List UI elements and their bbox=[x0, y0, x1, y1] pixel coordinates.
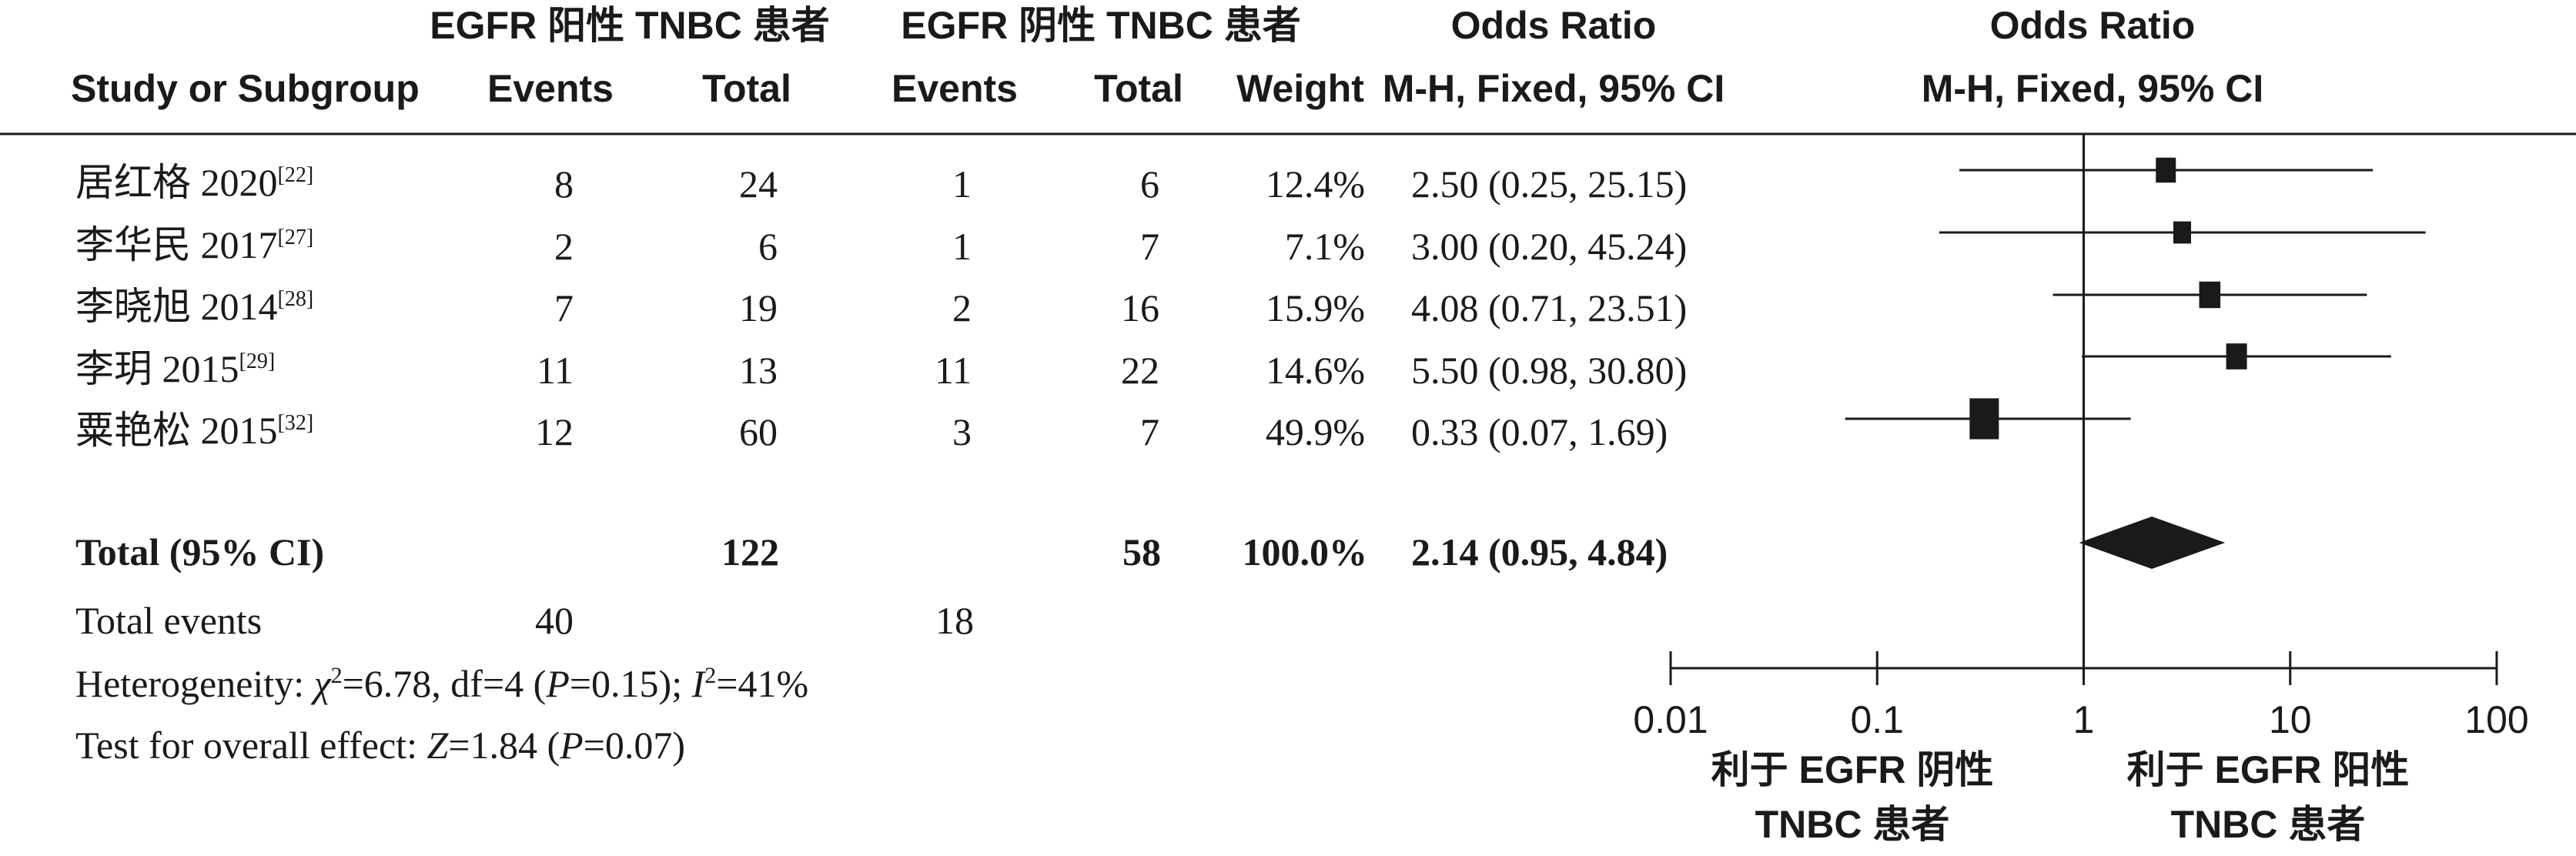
total2-cell: 16 bbox=[1121, 286, 1159, 329]
events1-cell: 7 bbox=[554, 286, 574, 329]
study-name: 居红格 2020[22] bbox=[75, 161, 313, 204]
overall-effect-test: Test for overall effect: Z=1.84 (P=0.07) bbox=[75, 724, 685, 767]
favours-left-line1: 利于 EGFR 阴性 bbox=[1711, 748, 1994, 791]
point-estimate-square bbox=[2156, 157, 2176, 183]
or-ci-cell: 4.08 (0.71, 23.51) bbox=[1411, 286, 1687, 329]
study-name: 粟艳松 2015[32] bbox=[75, 409, 313, 452]
point-estimate-square bbox=[2199, 281, 2221, 309]
total2-cell: 7 bbox=[1140, 410, 1159, 453]
study-row: 李华民 2017[27] 2 6 1 7 7.1% 3.00 (0.20, 45… bbox=[75, 223, 1687, 268]
events1-cell: 2 bbox=[554, 225, 574, 268]
favours-right-line2: TNBC 患者 bbox=[2171, 803, 2366, 846]
total-label: Total (95% CI) bbox=[75, 530, 324, 573]
events1-cell: 8 bbox=[554, 162, 574, 206]
or-column-title: Odds Ratio bbox=[1451, 4, 1657, 47]
study-name: 李华民 2017[27] bbox=[75, 223, 313, 266]
or-column-method: M-H, Fixed, 95% CI bbox=[1383, 67, 1725, 110]
study-row: 李玥 2015[29] 11 13 11 22 14.6% 5.50 (0.98… bbox=[75, 347, 1687, 392]
group1-header: EGFR 阳性 TNBC 患者 bbox=[430, 4, 829, 47]
point-estimate-square bbox=[2173, 221, 2192, 244]
events2-header: Events bbox=[892, 67, 1018, 110]
plot-area: 0.01 0.1 1 10 100 利于 EGFR 阴性 TNBC 患者 利于 EGFR 阳性… bbox=[1633, 134, 2529, 846]
total2-sum: 58 bbox=[1122, 530, 1161, 573]
x-tick-label: 100 bbox=[2464, 698, 2528, 741]
study-row: 居红格 2020[22] 8 24 1 6 12.4% 2.50 (0.25, … bbox=[75, 161, 1687, 206]
total2-cell: 7 bbox=[1140, 225, 1159, 268]
study-column-header: Study or Subgroup bbox=[71, 67, 420, 110]
total-row: Total (95% CI) 122 58 100.0% 2.14 (0.95,… bbox=[75, 530, 1668, 573]
total2-header: Total bbox=[1094, 67, 1183, 110]
weight-cell: 12.4% bbox=[1266, 162, 1365, 206]
total-weight: 100.0% bbox=[1243, 530, 1368, 573]
weight-cell: 7.1% bbox=[1285, 225, 1365, 268]
total-events-row: Total events 40 18 bbox=[75, 599, 974, 642]
events2-cell: 3 bbox=[952, 410, 972, 453]
plot-method: M-H, Fixed, 95% CI bbox=[1922, 67, 2264, 110]
or-ci-cell: 5.50 (0.98, 30.80) bbox=[1411, 349, 1687, 392]
x-tick-label: 10 bbox=[2269, 698, 2312, 741]
events1-cell: 11 bbox=[537, 349, 574, 392]
total1-header: Total bbox=[702, 67, 791, 110]
or-ci-cell: 0.33 (0.07, 1.69) bbox=[1411, 410, 1668, 453]
study-name: 李晓旭 2014[28] bbox=[75, 285, 313, 328]
weight-cell: 15.9% bbox=[1266, 286, 1365, 329]
or-ci-cell: 3.00 (0.20, 45.24) bbox=[1411, 225, 1687, 268]
favours-left-line2: TNBC 患者 bbox=[1755, 803, 1950, 846]
heterogeneity-stats: Heterogeneity: χ2=6.78, df=4 (P=0.15); I… bbox=[75, 662, 808, 705]
x-tick-label: 0.1 bbox=[1850, 698, 1904, 741]
plot-title: Odds Ratio bbox=[1990, 4, 2196, 47]
point-estimate-square bbox=[2226, 343, 2247, 369]
total2-cell: 6 bbox=[1140, 162, 1159, 206]
events1-cell: 12 bbox=[535, 410, 574, 453]
total1-cell: 24 bbox=[739, 162, 778, 206]
or-ci-cell: 2.50 (0.25, 25.15) bbox=[1411, 162, 1687, 206]
total1-cell: 60 bbox=[739, 410, 778, 453]
total-events2: 18 bbox=[935, 599, 974, 642]
group2-header: EGFR 阴性 TNBC 患者 bbox=[901, 4, 1300, 47]
events2-cell: 1 bbox=[952, 162, 972, 206]
x-tick-label: 1 bbox=[2073, 698, 2095, 741]
events1-header: Events bbox=[487, 67, 614, 110]
pooled-diamond bbox=[2079, 517, 2226, 569]
study-row: 李晓旭 2014[28] 7 19 2 16 15.9% 4.08 (0.71,… bbox=[75, 285, 1687, 329]
total-events-label: Total events bbox=[75, 599, 262, 642]
total1-cell: 13 bbox=[739, 349, 778, 392]
study-row: 粟艳松 2015[32] 12 60 3 7 49.9% 0.33 (0.07,… bbox=[75, 409, 1668, 453]
total2-cell: 22 bbox=[1121, 349, 1159, 392]
events2-cell: 1 bbox=[952, 225, 972, 268]
total1-cell: 6 bbox=[758, 225, 778, 268]
total1-sum: 122 bbox=[721, 530, 779, 573]
point-estimate-square bbox=[1969, 398, 1999, 440]
events2-cell: 11 bbox=[935, 349, 972, 392]
weight-header: Weight bbox=[1236, 67, 1364, 110]
x-tick-label: 0.01 bbox=[1633, 698, 1708, 741]
total-events1: 40 bbox=[535, 599, 574, 642]
favours-right-line1: 利于 EGFR 阳性 bbox=[2127, 748, 2410, 791]
pooled-or-ci: 2.14 (0.95, 4.84) bbox=[1411, 530, 1668, 573]
study-name: 李玥 2015[29] bbox=[75, 347, 275, 390]
events2-cell: 2 bbox=[952, 286, 972, 329]
weight-cell: 49.9% bbox=[1266, 410, 1365, 453]
total1-cell: 19 bbox=[739, 286, 778, 329]
weight-cell: 14.6% bbox=[1266, 349, 1365, 392]
